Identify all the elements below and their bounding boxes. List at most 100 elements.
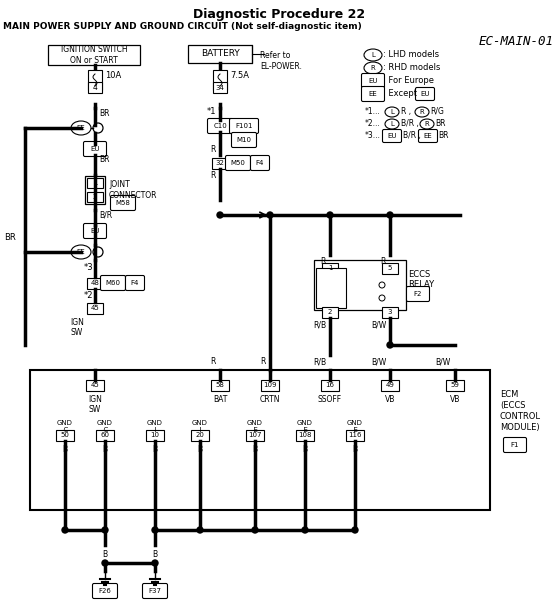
Bar <box>346 429 364 440</box>
Text: 108: 108 <box>299 432 312 438</box>
Circle shape <box>387 212 393 218</box>
Circle shape <box>387 342 393 348</box>
Bar <box>382 307 398 317</box>
Text: EU: EU <box>90 228 100 234</box>
Text: B/W: B/W <box>436 357 451 367</box>
Text: 1: 1 <box>93 180 97 186</box>
FancyBboxPatch shape <box>419 129 438 142</box>
FancyBboxPatch shape <box>83 142 107 156</box>
Text: R: R <box>371 65 376 71</box>
Bar <box>322 307 338 317</box>
Text: L: L <box>390 121 394 127</box>
Text: EU: EU <box>387 133 397 139</box>
Text: L: L <box>371 52 375 58</box>
Text: 45: 45 <box>91 382 100 388</box>
Bar <box>322 262 338 274</box>
FancyBboxPatch shape <box>126 275 144 291</box>
Text: B: B <box>153 550 158 559</box>
Circle shape <box>152 527 158 533</box>
Text: BAT: BAT <box>213 395 227 404</box>
Text: EE: EE <box>368 91 377 97</box>
Text: Diagnostic Procedure 22: Diagnostic Procedure 22 <box>193 8 366 21</box>
Text: B/W: B/W <box>371 320 386 330</box>
Text: B: B <box>102 445 107 454</box>
Text: : For Europe: : For Europe <box>383 76 434 85</box>
Text: 58: 58 <box>216 382 224 388</box>
Bar <box>382 262 398 274</box>
Text: SSOFF: SSOFF <box>318 395 342 404</box>
Text: BR: BR <box>435 119 446 128</box>
Text: ECCS
RELAY: ECCS RELAY <box>408 270 434 290</box>
Text: 10: 10 <box>150 432 159 438</box>
Text: GND
-C: GND -C <box>57 420 73 432</box>
Text: B/R ,: B/R , <box>401 119 419 128</box>
Bar <box>86 379 104 391</box>
Text: R ,: R , <box>401 107 411 116</box>
Text: *3...: *3... <box>365 131 381 140</box>
Bar <box>88 70 102 90</box>
Text: CRTN: CRTN <box>260 395 280 404</box>
Text: *3: *3 <box>83 264 93 272</box>
FancyBboxPatch shape <box>415 87 434 100</box>
Text: IGN
SW: IGN SW <box>88 395 102 414</box>
Ellipse shape <box>385 107 399 117</box>
Circle shape <box>102 527 108 533</box>
Text: BR: BR <box>99 155 110 163</box>
Bar <box>316 268 346 308</box>
Text: B: B <box>63 445 68 454</box>
Text: M58: M58 <box>116 200 130 206</box>
Text: 60: 60 <box>101 432 110 438</box>
Text: B: B <box>302 445 307 454</box>
Bar <box>246 429 264 440</box>
Ellipse shape <box>415 107 429 117</box>
Text: C10: C10 <box>213 123 227 129</box>
FancyBboxPatch shape <box>92 583 117 599</box>
Ellipse shape <box>71 245 91 259</box>
Ellipse shape <box>364 62 382 74</box>
Text: VB: VB <box>450 395 460 404</box>
Ellipse shape <box>364 49 382 61</box>
Text: ECM
(ECCS
CONTROL
MODULE): ECM (ECCS CONTROL MODULE) <box>500 390 541 432</box>
Text: 5: 5 <box>388 265 392 271</box>
Text: B/W: B/W <box>371 357 386 367</box>
FancyBboxPatch shape <box>382 129 401 142</box>
Text: IGN
SW: IGN SW <box>70 318 84 338</box>
Ellipse shape <box>71 121 91 135</box>
Circle shape <box>267 212 273 218</box>
Text: 10A: 10A <box>105 71 121 81</box>
Text: R: R <box>211 171 216 180</box>
Text: *1: *1 <box>206 108 216 116</box>
Bar <box>85 176 105 204</box>
Circle shape <box>62 527 68 533</box>
Text: 48: 48 <box>91 280 100 286</box>
Circle shape <box>327 212 333 218</box>
Circle shape <box>197 527 203 533</box>
Text: IGNITION SWITCH
ON or START: IGNITION SWITCH ON or START <box>61 45 127 65</box>
Circle shape <box>302 527 308 533</box>
Text: M60: M60 <box>106 280 121 286</box>
Bar <box>212 158 228 169</box>
Text: GND
-E: GND -E <box>347 420 363 432</box>
Text: 1: 1 <box>328 265 332 271</box>
Bar <box>381 379 399 391</box>
Ellipse shape <box>420 119 434 129</box>
Bar <box>48 45 140 65</box>
Bar <box>213 82 227 93</box>
Text: M50: M50 <box>230 160 245 166</box>
FancyBboxPatch shape <box>250 155 269 171</box>
Text: F4: F4 <box>256 160 264 166</box>
Bar <box>321 379 339 391</box>
FancyBboxPatch shape <box>207 118 233 134</box>
Text: 2: 2 <box>93 194 97 200</box>
Text: GND
-E: GND -E <box>297 420 313 432</box>
Text: R/G: R/G <box>430 107 444 116</box>
Text: 2: 2 <box>328 309 332 315</box>
Text: EU: EU <box>368 78 378 84</box>
Text: 107: 107 <box>248 432 262 438</box>
Text: 7.5A: 7.5A <box>230 71 249 81</box>
Text: L: L <box>390 109 394 115</box>
Text: EC-MAIN-01: EC-MAIN-01 <box>479 35 554 48</box>
Bar <box>314 260 406 310</box>
FancyBboxPatch shape <box>230 118 258 134</box>
Text: 59: 59 <box>451 382 459 388</box>
